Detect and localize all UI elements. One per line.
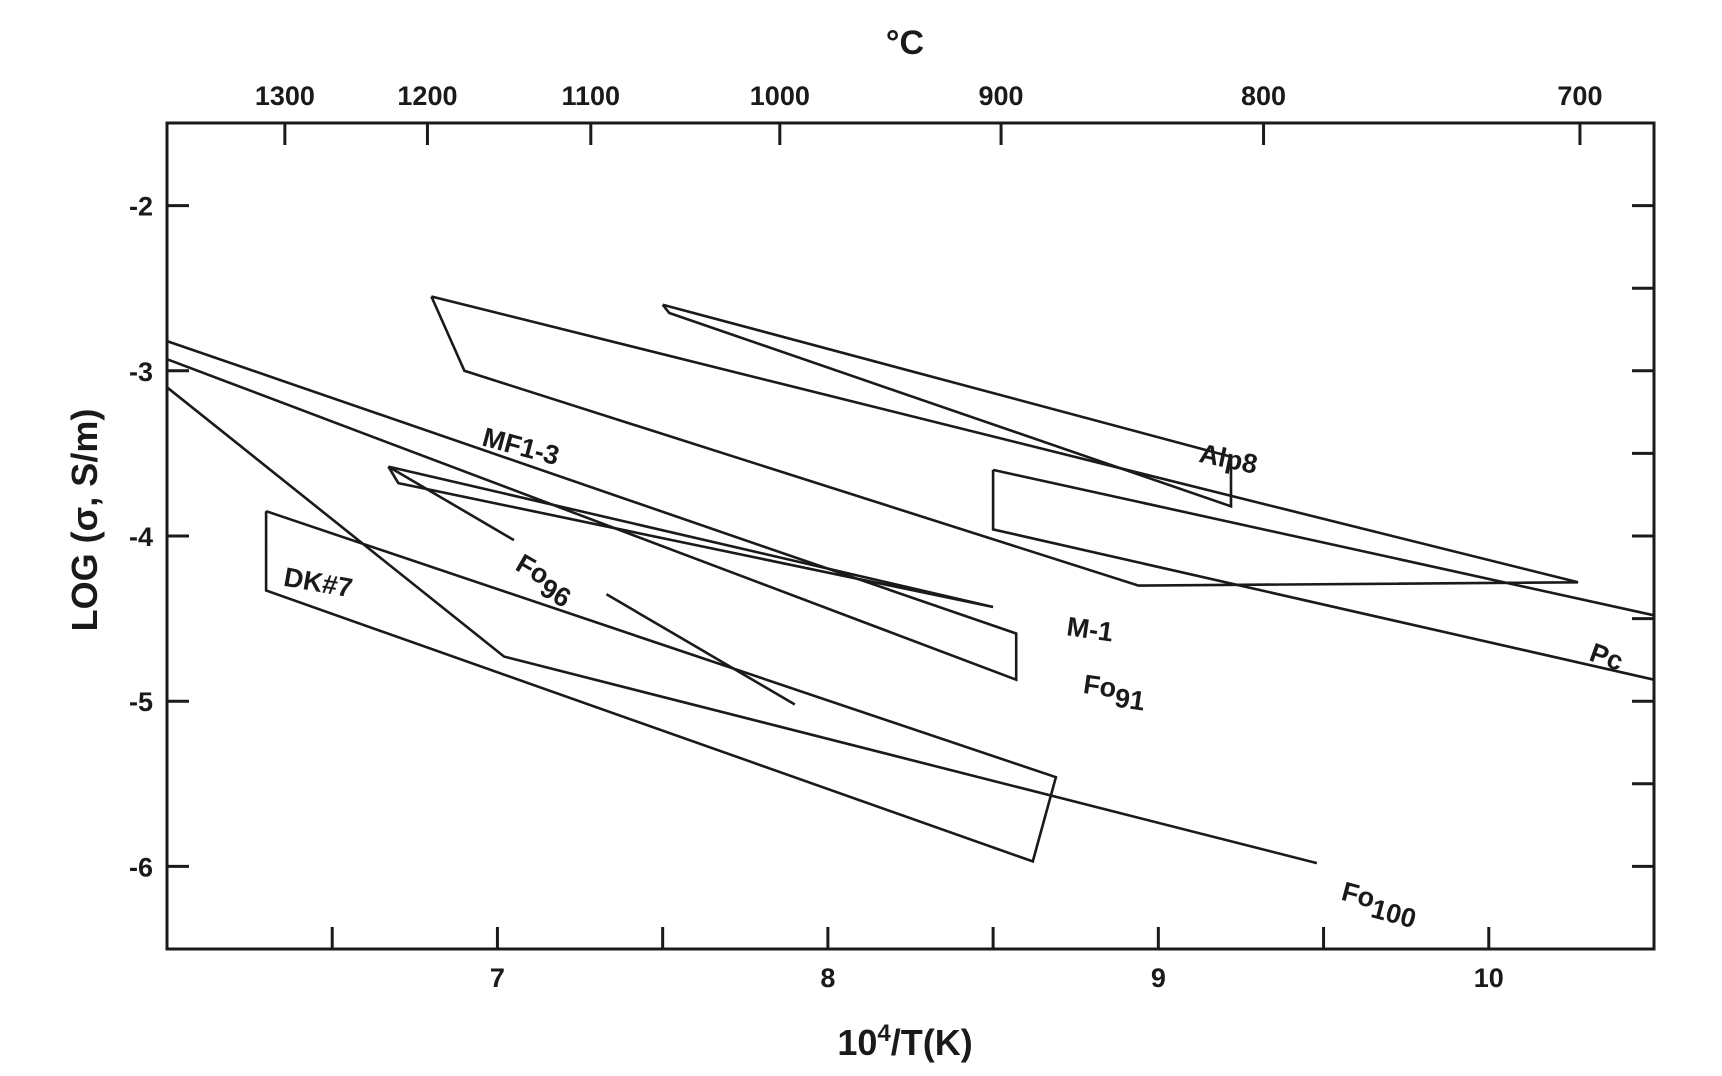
x-axis-title: 104/T(K)	[837, 1020, 972, 1063]
y-tick-label-2: -4	[129, 522, 153, 552]
top-tick-label-0: 1300	[255, 81, 315, 111]
series-mf1-3-line	[430, 295, 1579, 587]
x-tick-label-1: 8	[820, 963, 835, 993]
series-alp8-label: Alp8	[1197, 438, 1260, 480]
series-fo91-line	[166, 339, 1018, 682]
x-ticks	[330, 927, 1491, 949]
y-tick-label-3: -5	[129, 687, 153, 717]
top-tick-label-2: 1100	[562, 81, 621, 111]
series-m-1-label: M-1	[1065, 611, 1115, 647]
y-tick-labels: -2 -3 -4 -5 -6	[129, 192, 153, 883]
top-ticks	[283, 123, 1582, 145]
x-tick-label-3: 10	[1474, 963, 1504, 993]
series-dk-7-line	[264, 509, 1058, 864]
y-tick-label-1: -3	[129, 357, 153, 387]
series-fo100-label: Fo100	[1336, 876, 1421, 934]
y-tick-label-4: -6	[129, 852, 153, 882]
top-tick-label-1: 1200	[397, 81, 457, 111]
plot-frame	[165, 121, 1656, 951]
series-fo91-label: Fo91	[1080, 669, 1148, 716]
top-tick-label-6: 700	[1557, 81, 1602, 111]
x-axis-title-rest: /T(K)	[891, 1022, 973, 1063]
series-alp8-line	[661, 303, 1233, 509]
x-tick-label-0: 7	[490, 963, 505, 993]
x-axis-title-sup: 4	[877, 1020, 891, 1047]
y-ticks	[167, 121, 1654, 951]
y-axis-title: LOG (σ, S/m)	[64, 409, 105, 632]
top-tick-labels: 1300 1200 1100 1000 900 800 700	[255, 81, 1603, 111]
series-pc-line	[991, 468, 1656, 682]
x-axis-title-base: 10	[837, 1022, 877, 1063]
series-fo100-line	[166, 386, 1318, 865]
x-tick-labels: 7 8 9 10	[490, 963, 1504, 993]
top-tick-label-4: 900	[979, 81, 1024, 111]
series-fo96-line-b	[605, 593, 796, 706]
series-fo96-line-a	[387, 465, 515, 542]
series-m-1-line	[387, 465, 994, 609]
top-axis-title: °C	[886, 24, 924, 62]
top-tick-label-5: 800	[1241, 81, 1286, 111]
y-tick-label-0: -2	[129, 192, 153, 222]
top-tick-label-3: 1000	[750, 81, 810, 111]
x-tick-label-2: 9	[1151, 963, 1166, 993]
series-dk-7-label: DK#7	[282, 562, 355, 604]
